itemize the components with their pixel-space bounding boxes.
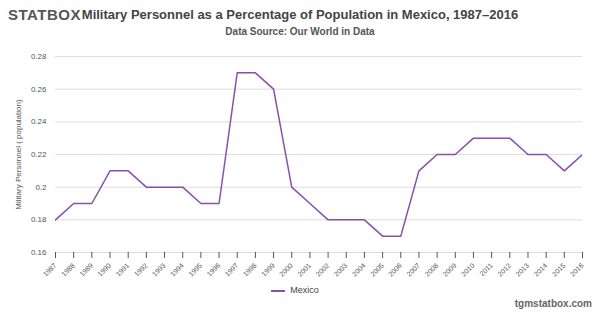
svg-text:2012: 2012 — [496, 262, 512, 278]
svg-text:2011: 2011 — [478, 262, 494, 278]
svg-text:1994: 1994 — [169, 262, 185, 278]
svg-text:0.22: 0.22 — [31, 150, 47, 159]
svg-text:0.26: 0.26 — [31, 85, 47, 94]
svg-text:1989: 1989 — [78, 262, 94, 278]
svg-text:1991: 1991 — [115, 262, 131, 278]
svg-text:2008: 2008 — [423, 262, 439, 278]
svg-text:2001: 2001 — [296, 262, 312, 278]
svg-text:1996: 1996 — [205, 262, 221, 278]
svg-text:0.18: 0.18 — [31, 215, 47, 224]
svg-text:0.24: 0.24 — [31, 117, 47, 126]
html-text:Data Source: Our World in Data: Data Source: Our World in Data — [225, 26, 375, 37]
html-text:tgmstatbox.com: tgmstatbox.com — [514, 298, 592, 309]
svg-text:2003: 2003 — [333, 262, 349, 278]
svg-text:Military Personnel ( populatio: Military Personnel ( population) — [14, 99, 23, 210]
svg-text:2013: 2013 — [514, 262, 530, 278]
svg-text:2004: 2004 — [351, 262, 367, 278]
html-text:STATBOX Military Personnel as: STATBOX Military Personnel as a Percenta… — [8, 6, 519, 23]
svg-text:2000: 2000 — [278, 262, 294, 278]
svg-text:1988: 1988 — [60, 262, 76, 278]
html-text:Mexico: Mexico — [290, 285, 319, 295]
svg-text:0.28: 0.28 — [31, 52, 47, 61]
svg-text:1995: 1995 — [187, 262, 203, 278]
svg-text:2015: 2015 — [551, 262, 567, 278]
svg-text:2016: 2016 — [569, 262, 585, 278]
svg-text:2002: 2002 — [314, 262, 330, 278]
svg-text:1993: 1993 — [151, 262, 167, 278]
svg-text:2010: 2010 — [460, 262, 476, 278]
svg-text:2009: 2009 — [442, 262, 458, 278]
svg-text:1987: 1987 — [42, 262, 58, 278]
svg-text:2014: 2014 — [532, 262, 548, 278]
svg-text:1998: 1998 — [242, 262, 258, 278]
svg-text:2005: 2005 — [369, 262, 385, 278]
svg-text:1992: 1992 — [133, 262, 149, 278]
svg-text:0.16: 0.16 — [31, 248, 47, 257]
svg-text:1997: 1997 — [224, 262, 240, 278]
svg-text:2007: 2007 — [405, 262, 421, 278]
svg-text:1990: 1990 — [96, 262, 112, 278]
svg-text:0.2: 0.2 — [35, 183, 47, 192]
svg-text:1999: 1999 — [260, 262, 276, 278]
svg-text:2006: 2006 — [387, 262, 403, 278]
